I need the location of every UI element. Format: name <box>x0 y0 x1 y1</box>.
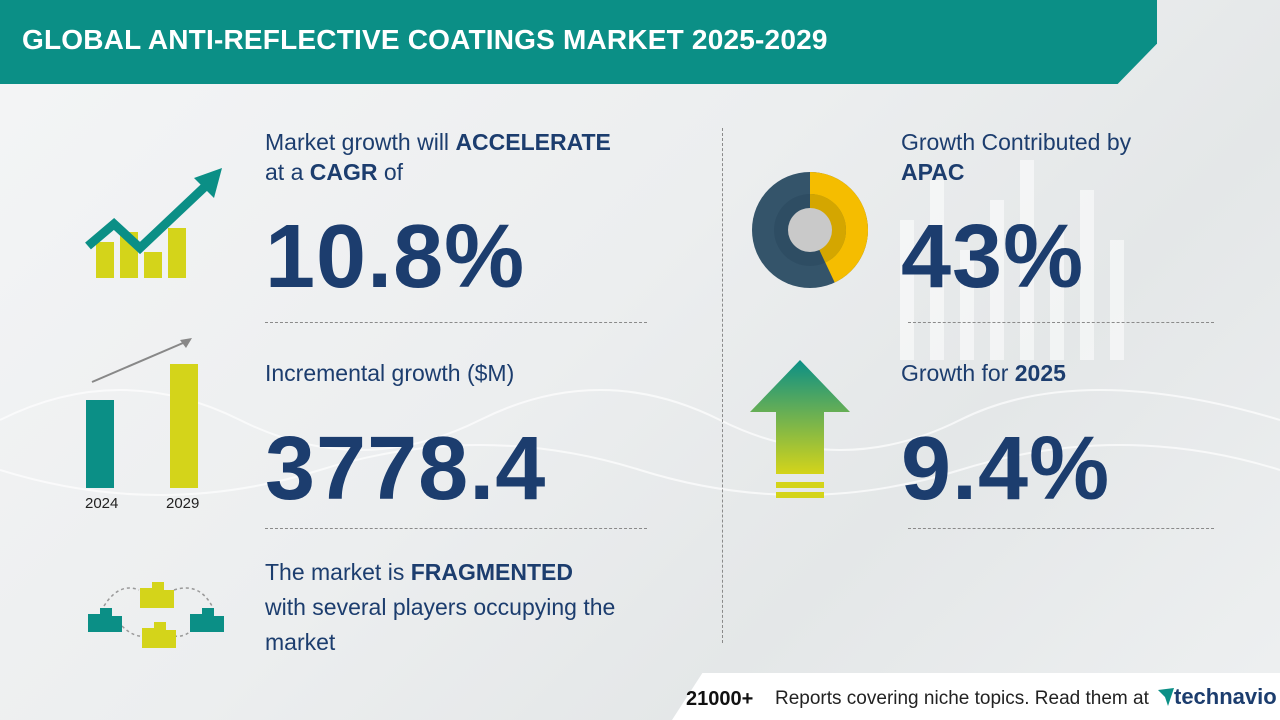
bar-year-2024: 2024 <box>85 495 119 512</box>
growth-chart-icon <box>85 168 222 278</box>
divider <box>908 528 1214 529</box>
incremental-bars-icon <box>86 338 198 488</box>
fragmented-line2: with several players occupying the <box>265 594 616 620</box>
region-label-line2: APAC <box>901 159 965 185</box>
donut-hole <box>788 208 832 252</box>
technavio-logo-text: technavio <box>1174 684 1277 709</box>
page-title: GLOBAL ANTI-REFLECTIVE COATINGS MARKET 2… <box>22 24 828 55</box>
technavio-logo[interactable]: technavio <box>1158 684 1277 710</box>
cagr-label-line1: Market growth will ACCELERATE <box>265 129 611 155</box>
divider <box>265 322 647 323</box>
cagr-label-line2: at a CAGR of <box>265 159 404 185</box>
incremental-label: Incremental growth ($M) <box>265 360 515 386</box>
region-value: 43% <box>901 207 1085 307</box>
buildings-network-icon <box>88 582 224 648</box>
divider <box>908 322 1214 323</box>
incremental-value: 3778.4 <box>265 419 547 519</box>
up-arrow-icon <box>750 360 850 498</box>
cagr-value: 10.8% <box>265 207 526 307</box>
fragmented-line1: The market is FRAGMENTED <box>265 559 573 585</box>
fragmented-line3: market <box>265 629 336 655</box>
yoy-label: Growth for 2025 <box>901 360 1066 386</box>
header-banner <box>0 0 1157 84</box>
footer-bar <box>672 673 1280 720</box>
footer-text: Reports covering niche topics. Read them… <box>775 688 1149 709</box>
region-label-line1: Growth Contributed by <box>901 129 1132 155</box>
bar-year-2029: 2029 <box>166 495 200 512</box>
footer-report-count: 21000+ <box>686 688 754 710</box>
divider <box>265 528 647 529</box>
yoy-value: 9.4% <box>901 419 1111 519</box>
column-divider <box>722 128 723 643</box>
technavio-logo-icon <box>1158 688 1174 706</box>
region-share-donut <box>752 172 868 288</box>
